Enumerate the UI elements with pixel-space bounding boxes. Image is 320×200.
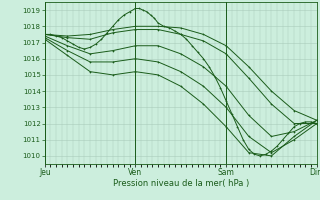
- X-axis label: Pression niveau de la mer( hPa ): Pression niveau de la mer( hPa ): [113, 179, 249, 188]
